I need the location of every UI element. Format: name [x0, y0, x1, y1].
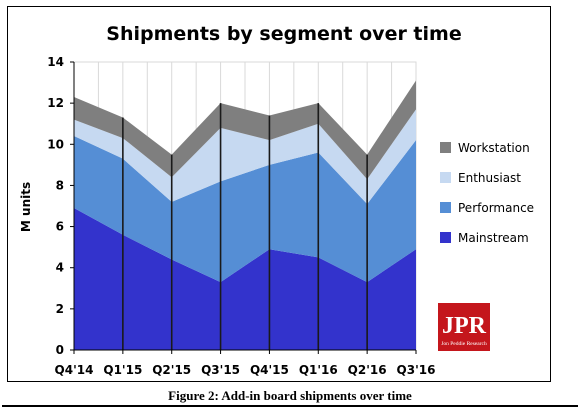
y-tick-label: 4	[56, 261, 64, 275]
y-tick-label: 0	[56, 343, 64, 357]
bottom-rule	[2, 405, 578, 407]
legend-label-workstation: Workstation	[458, 141, 530, 155]
x-tick-label: Q3'16	[397, 363, 436, 377]
chart-title: Shipments by segment over time	[106, 23, 461, 45]
y-tick-label: 12	[47, 96, 64, 110]
x-tick-label: Q1'15	[103, 363, 142, 377]
x-tick-label: Q2'16	[348, 363, 387, 377]
logo-text: JPR	[442, 313, 487, 339]
legend-swatch-enthusiast	[440, 172, 451, 183]
x-tick-label: Q4'14	[55, 363, 94, 377]
y-tick-label: 14	[47, 55, 64, 69]
chart-frame: Shipments by segment over time 0 2 4 6 8 10 12…	[7, 6, 551, 382]
y-tick-label: 8	[56, 178, 64, 192]
logo-subtext: Jon Peddie Research	[441, 341, 487, 347]
x-tick-label: Q1'16	[299, 363, 338, 377]
y-axis-label: M units	[19, 182, 33, 232]
legend-label-enthusiast: Enthusiast	[458, 171, 521, 185]
y-tick-label: 10	[47, 137, 64, 151]
axis-layer: 0 2 4 6 8 10 12 14 Q4'14 Q1'15 Q2'15 Q3'15 Q4'15 Q1'1…	[47, 55, 435, 377]
y-tick-label: 6	[56, 220, 64, 234]
area-enthusiast	[74, 109, 416, 204]
x-tick-label: Q4'15	[250, 363, 289, 377]
area-layer	[74, 80, 416, 350]
legend-label-performance: Performance	[458, 201, 534, 215]
x-tick-label: Q3'15	[201, 363, 240, 377]
figure-caption: Figure 2: Add-in board shipments over ti…	[168, 388, 412, 403]
area-mainstream	[74, 208, 416, 350]
legend-swatch-performance	[440, 202, 451, 213]
legend-swatch-mainstream	[440, 232, 451, 243]
y-tick-label: 2	[56, 302, 64, 316]
legend: Workstation Enthusiast Performance Mainstre…	[440, 141, 534, 245]
legend-swatch-workstation	[440, 142, 451, 153]
area-performance	[74, 136, 416, 283]
x-tick-label: Q2'15	[152, 363, 191, 377]
chart-svg: Shipments by segment over time 0 2 4 6 8 10 12…	[19, 23, 534, 377]
area-workstation	[74, 80, 416, 180]
legend-label-mainstream: Mainstream	[458, 231, 529, 245]
divider-layer	[122, 103, 368, 350]
logo-background	[438, 303, 490, 351]
jpr-logo: JPR Jon Peddie Research	[438, 303, 490, 351]
